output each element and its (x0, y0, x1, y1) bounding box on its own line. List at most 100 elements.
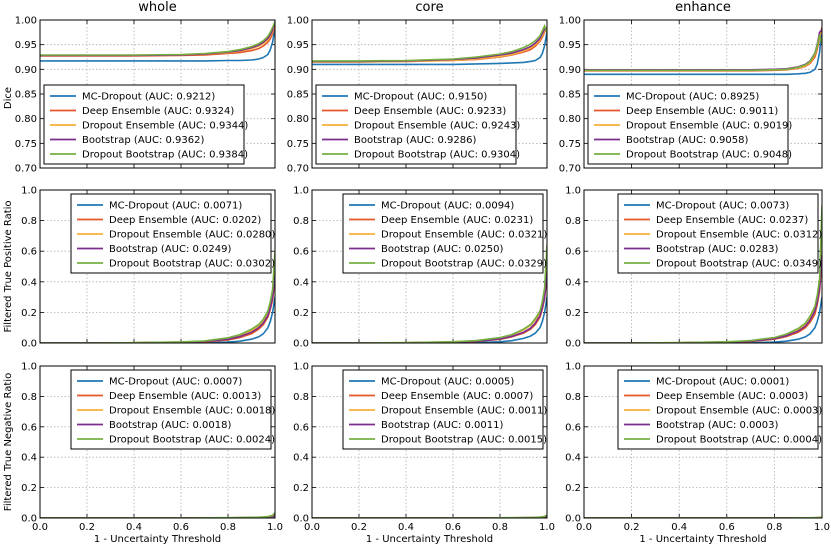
y-tick-label: 0.70 (287, 164, 309, 175)
series-line-bootstrap (584, 29, 822, 71)
x-tick-label: 1.0 (539, 522, 555, 533)
y-tick-label: 0.6 (565, 247, 581, 258)
x-axis-title-2: 1 - Uncertainty Threshold (639, 534, 766, 545)
y-tick-label: 0.85 (287, 90, 309, 101)
y-tick-label: 0.0 (565, 339, 581, 350)
y-tick-label: 0.75 (559, 139, 581, 150)
y-tick-label: 0.2 (565, 308, 581, 319)
y-tick-label: 0.4 (293, 453, 309, 464)
series-line-bootstrap (40, 22, 275, 57)
y-tick-label: 0.90 (559, 65, 581, 76)
legend-entry: Bootstrap (AUC: 0.0018) (109, 420, 231, 431)
legend-entry: Deep Ensemble (AUC: 0.0231) (381, 215, 533, 226)
legend-entry: Deep Ensemble (AUC: 0.9233) (354, 106, 506, 117)
y-tick-label: 0.95 (559, 40, 581, 51)
y-tick-label: 0.4 (21, 453, 37, 464)
y-tick-label: 0.2 (21, 483, 37, 494)
series-line-mc-dropout (40, 296, 275, 343)
legend: MC-Dropout (AUC: 0.0005) Deep Ensemble (A… (342, 369, 547, 450)
y-tick-label: 0.4 (565, 453, 581, 464)
panel-r1-c0: 0.0 0.2 0.4 0.6 0.8 1.0 MC-Dropout (AUC: 0.007… (21, 186, 276, 350)
legend-entry: Bootstrap (AUC: 0.0003) (656, 420, 778, 431)
legend-entry: Dropout Bootstrap (AUC: 0.0015) (381, 435, 547, 446)
legend-entry: Dropout Ensemble (AUC: 0.0312) (656, 230, 822, 241)
y-tick-label: 1.0 (21, 362, 37, 373)
column-title-whole: whole (138, 0, 176, 15)
legend-entry: Bootstrap (AUC: 0.0249) (109, 244, 231, 255)
legend-entry: Deep Ensemble (AUC: 0.0013) (109, 391, 261, 402)
legend-entry: Bootstrap (AUC: 0.0283) (656, 244, 778, 255)
x-tick-label: 0.4 (126, 522, 142, 533)
legend-entry: MC-Dropout (AUC: 0.0007) (109, 377, 242, 388)
y-tick-label: 0.2 (565, 483, 581, 494)
legend-entry: Dropout Ensemble (AUC: 0.0321) (381, 230, 547, 241)
legend-box (70, 193, 272, 274)
legend: MC-Dropout (AUC: 0.9150) Deep Ensemble (A… (315, 84, 520, 165)
series-line-mc-dropout (584, 27, 822, 76)
legend-entry: Bootstrap (AUC: 0.9286) (354, 135, 476, 146)
legend-box (315, 84, 517, 165)
legend: MC-Dropout (AUC: 0.0094) Deep Ensemble (A… (342, 193, 547, 274)
x-tick-label: 0.8 (492, 522, 508, 533)
series-line-deep-ensemble (40, 278, 275, 343)
y-tick-label: 0.75 (287, 139, 309, 150)
x-tick-label: 0.2 (624, 522, 640, 533)
legend-entry: Dropout Bootstrap (AUC: 0.9304) (354, 150, 520, 161)
x-axis-title-1: 1 - Uncertainty Threshold (366, 534, 493, 545)
series-line-bootstrap (312, 272, 547, 343)
legend-entry: Dropout Ensemble (AUC: 0.9243) (354, 121, 520, 132)
axes-frame (311, 365, 548, 519)
series-line-deep-ensemble (584, 27, 822, 72)
y-tick-label: 0.85 (15, 90, 37, 101)
x-tick-label: 0.0 (304, 522, 320, 533)
y-tick-label: 0.0 (565, 514, 581, 525)
y-tick-label: 0.0 (293, 339, 309, 350)
y-tick-label: 0.8 (293, 216, 309, 227)
legend-entry: Bootstrap (AUC: 0.9362) (82, 135, 204, 146)
legend-entry: Bootstrap (AUC: 0.9058) (626, 135, 748, 146)
y-tick-label: 0.75 (15, 139, 37, 150)
row-ylabel-2: Filtered True Negative Ratio (3, 373, 14, 511)
x-tick-label: 0.6 (445, 522, 461, 533)
x-axis-title-0: 1 - Uncertainty Threshold (94, 534, 221, 545)
series-line-dropout-bootstrap (40, 21, 275, 56)
series-line-bootstrap (40, 274, 275, 343)
row-ylabel-1: Filtered True Positive Ratio (3, 200, 14, 332)
y-tick-label: 0.95 (15, 40, 37, 51)
y-tick-label: 0.0 (21, 514, 37, 525)
legend-entry: Deep Ensemble (AUC: 0.0007) (381, 391, 533, 402)
series-line-mc-dropout (40, 27, 275, 62)
legend-entry: Dropout Bootstrap (AUC: 0.9384) (82, 150, 248, 161)
legend-entry: MC-Dropout (AUC: 0.0005) (381, 377, 514, 388)
legend-entry: Dropout Ensemble (AUC: 0.0011) (381, 406, 547, 417)
series-line-dropout-bootstrap (312, 23, 547, 62)
legend-entry: Dropout Ensemble (AUC: 0.0280) (109, 230, 275, 241)
y-tick-label: 0.6 (293, 247, 309, 258)
x-tick-label: 0.0 (576, 522, 592, 533)
series-line-deep-ensemble (312, 275, 547, 343)
series-line-mc-dropout (584, 296, 822, 343)
legend-entry: Dropout Bootstrap (AUC: 0.0024) (109, 435, 275, 446)
x-tick-label: 0.2 (351, 522, 367, 533)
axes-frame (583, 365, 823, 519)
y-tick-label: 0.8 (21, 392, 37, 403)
panel-r1-c2: 0.0 0.2 0.4 0.6 0.8 1.0 MC-Dropout (AUC: 0.007… (565, 186, 823, 350)
axes-frame (39, 365, 276, 519)
y-tick-label: 0.4 (293, 277, 309, 288)
panel-r0-c1: 0.70 0.75 0.80 0.85 0.90 0.95 1.00 MC-Dropout (… (287, 16, 548, 175)
series-line-dropout-ensemble (40, 269, 275, 343)
legend-entry: Dropout Bootstrap (AUC: 0.9048) (626, 150, 792, 161)
legend-entry: MC-Dropout (AUC: 0.0094) (381, 201, 514, 212)
axes-frame (583, 189, 823, 344)
legend: MC-Dropout (AUC: 0.0071) Deep Ensemble (A… (70, 193, 275, 274)
legend-entry: Dropout Ensemble (AUC: 0.0018) (109, 406, 275, 417)
series-line-bootstrap (312, 27, 547, 63)
y-tick-label: 1.0 (21, 186, 37, 197)
legend: MC-Dropout (AUC: 0.8925) Deep Ensemble (A… (587, 84, 792, 165)
legend-entry: Dropout Ensemble (AUC: 0.9019) (626, 121, 792, 132)
axes-frame (39, 19, 276, 169)
x-tick-label: 0.0 (32, 522, 48, 533)
y-tick-label: 0.90 (15, 65, 37, 76)
legend-entry: Dropout Ensemble (AUC: 0.0003) (656, 406, 822, 417)
